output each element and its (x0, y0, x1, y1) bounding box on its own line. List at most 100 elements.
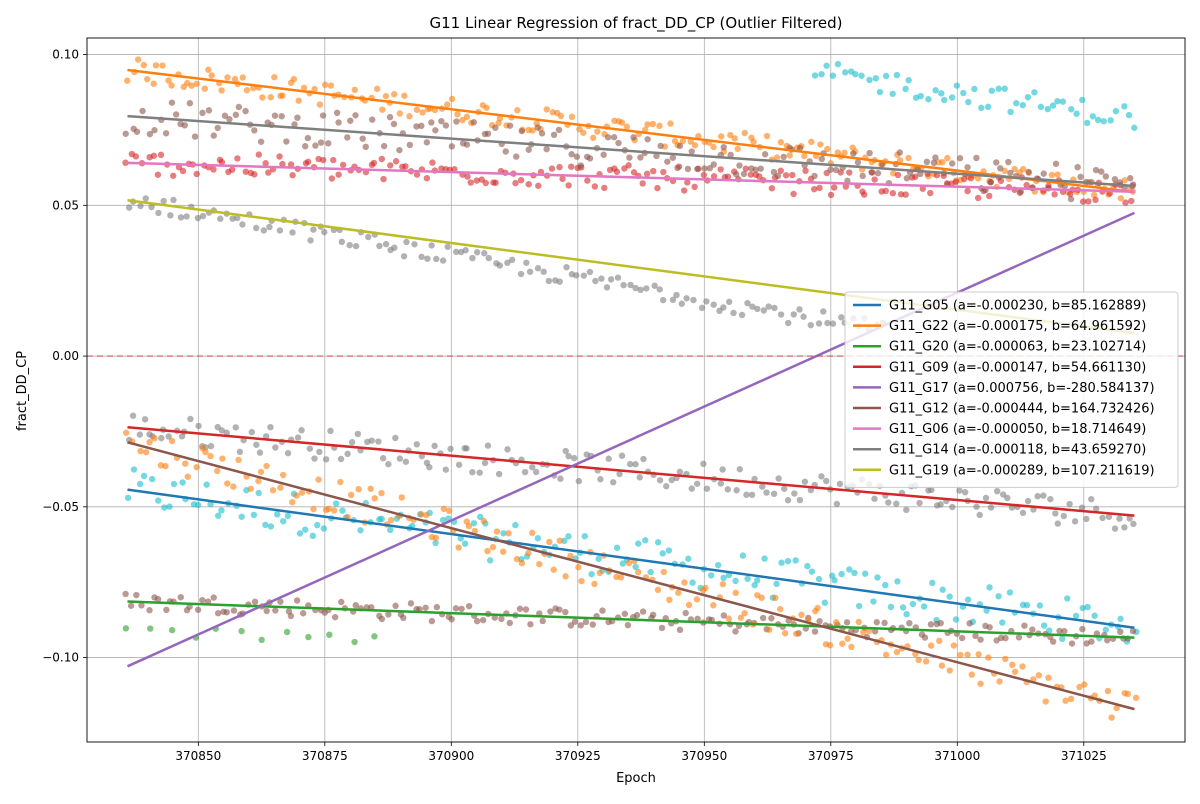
scatter-point (846, 169, 853, 176)
legend-label: G11_G20 (a=-0.000063, b=23.102714) (889, 340, 1146, 355)
scatter-point (214, 512, 222, 519)
scatter-point (465, 522, 473, 530)
scatter-point (312, 142, 319, 149)
scatter-point (467, 179, 474, 186)
scatter-point (1061, 627, 1068, 635)
scatter-point (591, 183, 599, 190)
scatter-point (936, 637, 943, 645)
scatter-point (283, 628, 291, 636)
scatter-point (294, 434, 302, 441)
scatter-point (170, 480, 178, 488)
scatter-point (168, 437, 176, 445)
scatter-point (663, 483, 670, 490)
scatter-point (242, 168, 250, 175)
scatter-point (1002, 634, 1009, 642)
scatter-point (147, 625, 154, 632)
scatter-point (903, 175, 911, 182)
scatter-point (736, 162, 743, 169)
scatter-point (376, 242, 383, 250)
scatter-point (296, 530, 304, 537)
scatter-point (279, 518, 287, 525)
scatter-point (347, 491, 355, 499)
scatter-point (1121, 103, 1128, 110)
chart-title: G11 Linear Regression of fract_DD_CP (Ou… (429, 14, 842, 33)
scatter-point (423, 174, 431, 182)
scatter-point (860, 629, 867, 636)
scatter-point (772, 594, 779, 602)
scatter-point (311, 455, 318, 462)
scatter-point (1040, 492, 1047, 499)
scatter-point (578, 577, 585, 585)
scatter-point (774, 172, 782, 180)
scatter-point (202, 448, 209, 456)
scatter-point (486, 557, 494, 564)
scatter-point (526, 268, 534, 275)
scatter-point (674, 164, 681, 172)
scatter-point (378, 155, 386, 163)
scatter-point (492, 179, 499, 186)
scatter-point (1048, 171, 1056, 179)
scatter-point (495, 470, 503, 478)
scatter-point (1040, 170, 1047, 177)
scatter-point (525, 181, 532, 188)
scatter-point (193, 463, 200, 471)
scatter-point (770, 490, 778, 498)
scatter-point (352, 242, 360, 250)
scatter-point (757, 165, 764, 172)
scatter-point (1019, 101, 1027, 109)
scatter-point (387, 162, 394, 169)
scatter-point (557, 112, 565, 120)
scatter-point (347, 117, 354, 124)
scatter-point (781, 630, 789, 637)
scatter-point (1084, 119, 1091, 127)
scatter-point (758, 594, 765, 601)
scatter-point (858, 72, 865, 79)
scatter-point (368, 604, 375, 611)
scatter-point (253, 441, 260, 448)
scatter-point (1128, 197, 1135, 205)
scatter-point (948, 160, 956, 167)
regression-line (127, 425, 1135, 517)
scatter-point (781, 485, 788, 492)
scatter-point (565, 452, 572, 460)
scatter-point (617, 574, 625, 581)
scatter-point (580, 129, 587, 136)
scatter-point (125, 204, 133, 211)
scatter-point (790, 190, 797, 198)
scatter-point (1060, 512, 1068, 520)
scatter-point (398, 494, 405, 501)
scatter-point (386, 113, 394, 121)
scatter-point (871, 176, 878, 183)
scatter-point (1100, 118, 1107, 125)
scatter-point (493, 528, 501, 535)
scatter-point (1129, 627, 1137, 635)
scatter-point (1131, 124, 1138, 131)
scatter-point (122, 159, 129, 166)
scatter-point (1105, 513, 1113, 520)
scatter-point (909, 600, 917, 608)
scatter-point (418, 122, 425, 130)
scatter-point (331, 613, 339, 621)
scatter-point (952, 616, 960, 623)
scatter-point (184, 473, 191, 480)
scatter-point (232, 111, 240, 119)
scatter-point (271, 112, 279, 119)
scatter-point (733, 171, 740, 178)
scatter-point (941, 96, 948, 104)
scatter-point (548, 165, 556, 172)
scatter-point (850, 150, 857, 157)
scatter-point (710, 173, 718, 180)
scatter-point (988, 87, 996, 94)
scatter-point (351, 86, 358, 94)
scatter-point (133, 591, 140, 599)
scatter-point (626, 154, 633, 161)
scatter-point (337, 455, 345, 463)
scatter-point (659, 296, 667, 304)
scatter-point (1035, 672, 1043, 679)
scatter-point (260, 227, 267, 234)
scatter-point (440, 505, 448, 513)
scatter-point (163, 606, 170, 614)
scatter-point (675, 589, 682, 596)
scatter-point (428, 242, 435, 249)
scatter-point (902, 191, 909, 198)
